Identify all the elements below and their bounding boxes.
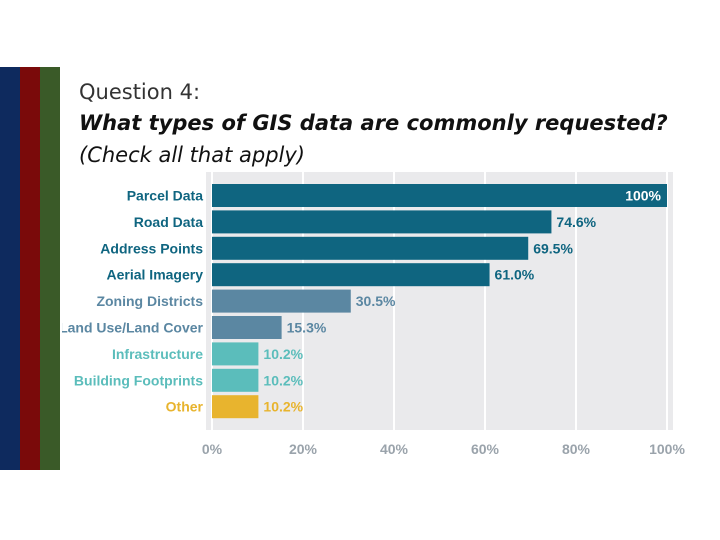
value-label: 61.0% — [495, 267, 535, 283]
category-label: Land Use/Land Cover — [62, 320, 204, 336]
bar — [212, 263, 490, 287]
question-label: Question 4: — [79, 80, 201, 104]
x-tick-label: 40% — [380, 441, 409, 457]
bar — [212, 342, 259, 366]
bar — [212, 395, 259, 419]
x-tick-label: 80% — [562, 441, 591, 457]
category-label: Building Footprints — [74, 372, 203, 388]
x-tick-label: 60% — [471, 441, 500, 457]
bar-chart: 0% 20% 40% 60% 80% 100% Parcel Data 100% Road Da… — [62, 172, 685, 457]
category-label: Zoning Districts — [96, 293, 203, 309]
value-label: 69.5% — [533, 240, 573, 256]
bar — [212, 210, 552, 234]
category-label: Parcel Data — [127, 188, 203, 204]
value-label: 15.3% — [287, 320, 327, 336]
bar — [212, 368, 259, 392]
value-label: 10.2% — [263, 346, 303, 362]
value-label: 30.5% — [356, 293, 396, 309]
value-label: 10.2% — [263, 399, 303, 415]
x-tick-label: 0% — [202, 441, 223, 457]
question-note: (Check all that apply) — [79, 143, 305, 167]
bar — [212, 184, 667, 207]
category-label: Infrastructure — [112, 346, 203, 362]
category-label: Road Data — [134, 214, 203, 230]
bar — [212, 236, 529, 260]
category-label: Aerial Imagery — [107, 267, 204, 283]
value-label: 74.6% — [556, 214, 596, 230]
bar — [212, 289, 351, 313]
stripe-navy — [0, 67, 20, 470]
category-label: Address Points — [100, 240, 203, 256]
question-text: What types of GIS data are commonly requ… — [79, 111, 668, 135]
x-tick-label: 100% — [649, 441, 685, 457]
category-label: Other — [166, 399, 204, 415]
value-label: 100% — [625, 188, 661, 204]
stripe-green — [40, 67, 60, 470]
value-label: 10.2% — [263, 372, 303, 388]
stripe-red — [20, 67, 40, 470]
bar — [212, 316, 282, 339]
x-tick-label: 20% — [289, 441, 318, 457]
